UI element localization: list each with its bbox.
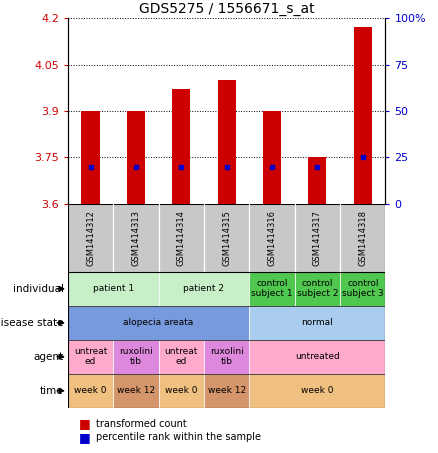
Text: time: time: [40, 386, 64, 396]
Title: GDS5275 / 1556671_s_at: GDS5275 / 1556671_s_at: [139, 2, 314, 16]
Bar: [308, 157, 326, 204]
Text: normal: normal: [301, 318, 333, 327]
Text: ■: ■: [79, 431, 91, 443]
Text: week 12: week 12: [117, 386, 155, 395]
Bar: [204, 374, 249, 408]
Bar: [159, 340, 204, 374]
Text: week 0: week 0: [165, 386, 198, 395]
Bar: [249, 204, 295, 272]
Text: GSM1414317: GSM1414317: [313, 210, 322, 266]
Text: GSM1414313: GSM1414313: [131, 210, 141, 266]
Bar: [204, 204, 249, 272]
Text: week 0: week 0: [301, 386, 334, 395]
Bar: [159, 374, 204, 408]
Bar: [249, 272, 295, 306]
Bar: [159, 272, 249, 306]
Bar: [68, 306, 249, 340]
Text: agent: agent: [33, 352, 64, 362]
Text: GSM1414314: GSM1414314: [177, 210, 186, 266]
Text: untreat
ed: untreat ed: [74, 347, 107, 366]
Text: GSM1414312: GSM1414312: [86, 210, 95, 266]
Text: untreated: untreated: [295, 352, 340, 361]
Bar: [81, 111, 100, 204]
Text: percentile rank within the sample: percentile rank within the sample: [96, 432, 261, 442]
Bar: [113, 340, 159, 374]
Text: control
subject 2: control subject 2: [297, 279, 338, 299]
Text: week 12: week 12: [208, 386, 246, 395]
Text: patient 1: patient 1: [93, 284, 134, 293]
Bar: [340, 204, 385, 272]
Text: ■: ■: [79, 417, 91, 430]
Text: disease state: disease state: [0, 318, 64, 328]
Bar: [249, 374, 385, 408]
Text: GSM1414315: GSM1414315: [222, 210, 231, 266]
Bar: [68, 340, 113, 374]
Bar: [113, 204, 159, 272]
Bar: [249, 340, 385, 374]
Text: transformed count: transformed count: [96, 419, 187, 429]
Text: alopecia areata: alopecia areata: [124, 318, 194, 327]
Bar: [172, 89, 191, 204]
Bar: [295, 204, 340, 272]
Bar: [354, 28, 372, 204]
Bar: [68, 272, 159, 306]
Text: control
subject 3: control subject 3: [342, 279, 384, 299]
Text: patient 2: patient 2: [184, 284, 225, 293]
Text: untreat
ed: untreat ed: [165, 347, 198, 366]
Bar: [218, 80, 236, 204]
Bar: [159, 204, 204, 272]
Bar: [295, 272, 340, 306]
Text: ruxolini
tib: ruxolini tib: [210, 347, 244, 366]
Bar: [249, 306, 385, 340]
Text: ruxolini
tib: ruxolini tib: [119, 347, 153, 366]
Bar: [127, 111, 145, 204]
Text: control
subject 1: control subject 1: [251, 279, 293, 299]
Text: individual: individual: [13, 284, 64, 294]
Bar: [68, 204, 113, 272]
Bar: [263, 111, 281, 204]
Text: GSM1414316: GSM1414316: [268, 210, 276, 266]
Bar: [340, 272, 385, 306]
Text: GSM1414318: GSM1414318: [358, 210, 367, 266]
Bar: [204, 340, 249, 374]
Bar: [68, 374, 113, 408]
Bar: [113, 374, 159, 408]
Text: week 0: week 0: [74, 386, 107, 395]
